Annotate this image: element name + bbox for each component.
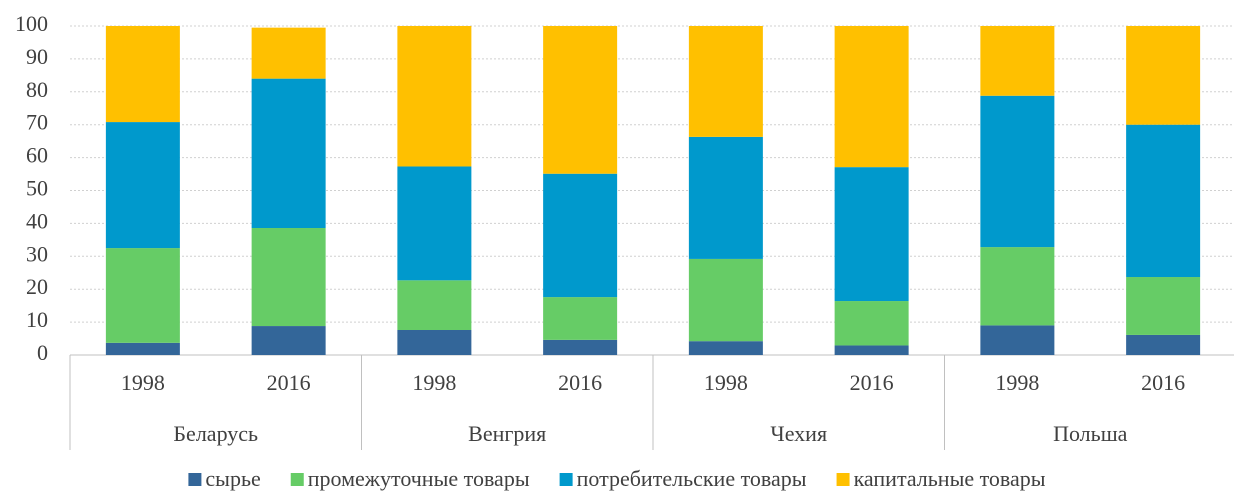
bar-segment [105,342,180,355]
bar-segment [980,247,1055,326]
bar-segment [1126,277,1201,335]
bar-segment [397,166,472,281]
x-tick-label: 1998 [995,370,1039,395]
bar-segment [251,27,326,79]
x-tick-label: 2016 [558,370,602,395]
legend-label: капитальные товары [854,466,1046,491]
bar-segment [980,95,1055,248]
bar-segment [1126,334,1201,355]
legend-marker [559,473,573,486]
bar-segment [251,228,326,327]
bar-segment [543,173,618,298]
legend-label: промежуточные товары [308,466,530,491]
y-tick-label: 10 [26,307,48,332]
group-label: Польша [1053,421,1128,446]
y-tick-label: 30 [26,241,48,266]
bar-segment [834,167,909,302]
x-tick-label: 2016 [1141,370,1185,395]
y-tick-label: 100 [15,11,48,36]
y-tick-label: 90 [26,44,48,69]
x-tick-label: 1998 [121,370,165,395]
bar-segment [543,26,618,174]
y-tick-label: 40 [26,208,48,233]
x-tick-label: 1998 [412,370,456,395]
legend-marker [290,473,304,486]
x-tick-label: 2016 [267,370,311,395]
y-tick-label: 20 [26,274,48,299]
y-tick-label: 70 [26,110,48,135]
bar-segment [688,26,763,137]
bar-segment [105,248,180,343]
y-tick-label: 60 [26,143,48,168]
group-label: Чехия [770,421,827,446]
bar-segment [980,325,1055,355]
y-tick-label: 50 [26,176,48,201]
group-label: Беларусь [173,421,258,446]
y-tick-label: 0 [37,340,48,365]
bar-segment [834,301,909,346]
bar-segment [1126,124,1201,278]
bar-segment [251,78,326,229]
bar-segment [688,258,763,342]
bar-segment [105,26,180,123]
bar-segment [397,280,472,330]
x-tick-label: 1998 [704,370,748,395]
bar-segment [688,341,763,355]
bar-segment [1126,26,1201,125]
bar-segment [105,122,180,249]
legend-marker [188,473,202,486]
legend-label: потребительские товары [577,466,807,491]
bar-segment [397,329,472,355]
bar-segment [251,326,326,355]
group-label: Венгрия [468,421,546,446]
bar-segment [834,26,909,168]
legend-label: сырье [205,466,260,491]
y-tick-label: 80 [26,77,48,102]
bar-segment [834,345,909,355]
x-tick-label: 2016 [850,370,894,395]
bar-segment [397,26,472,167]
bar-segment [980,26,1055,96]
bar-segment [543,339,618,355]
legend-marker [836,473,850,486]
bar-segment [543,297,618,340]
bar-segment [688,136,763,259]
